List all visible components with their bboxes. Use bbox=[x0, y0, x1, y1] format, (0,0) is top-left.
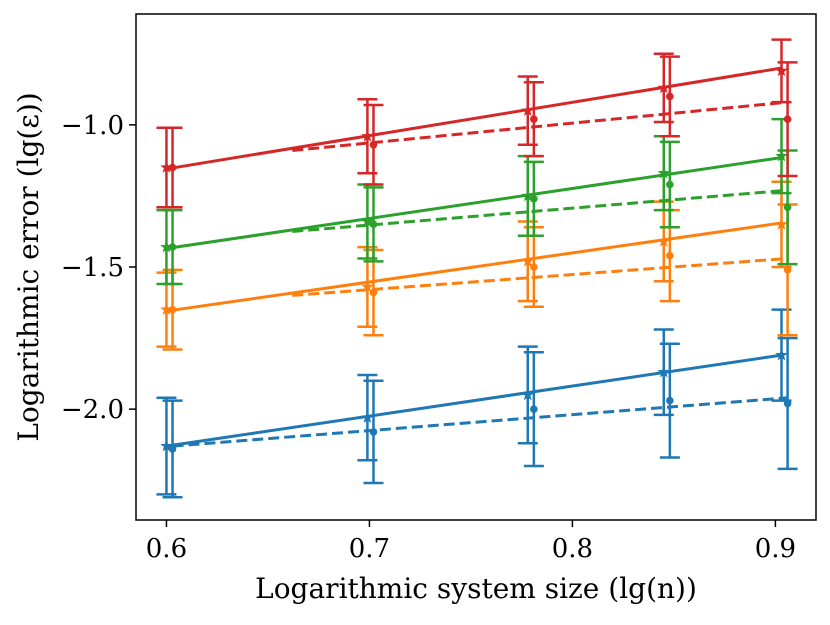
y-tick-label: −2.0 bbox=[61, 395, 124, 425]
measured-point-blue bbox=[361, 411, 374, 423]
predicted-point-red bbox=[369, 140, 378, 149]
predicted-point-blue bbox=[369, 428, 378, 436]
predicted-point-green bbox=[783, 203, 792, 212]
predicted-point-green bbox=[369, 220, 378, 229]
predicted-point-red bbox=[168, 163, 177, 172]
measured-point-orange bbox=[361, 280, 374, 293]
measured-fit-line-orange bbox=[166, 221, 782, 313]
measured-point-green bbox=[521, 189, 534, 202]
y-tick-label: −1.0 bbox=[61, 111, 124, 141]
tick-layer: 0.6 0.7 0.8 0.9 −2.0 −1.5 −1.0 bbox=[61, 111, 796, 564]
series-red bbox=[156, 38, 798, 209]
measured-fit-line-red bbox=[166, 66, 782, 171]
measured-point-orange bbox=[521, 254, 534, 267]
measured-point-green bbox=[361, 215, 374, 227]
predicted-point-orange bbox=[666, 251, 674, 260]
series-orange bbox=[156, 180, 798, 351]
plot-layer bbox=[156, 38, 798, 499]
measured-point-blue bbox=[775, 348, 788, 361]
predicted-point-red bbox=[530, 115, 538, 123]
predicted-point-orange bbox=[530, 263, 538, 271]
measured-point-red bbox=[160, 161, 173, 173]
measured-point-green bbox=[657, 166, 670, 179]
measured-point-red bbox=[657, 81, 670, 94]
predicted-point-blue bbox=[168, 445, 177, 453]
predicted-point-green bbox=[168, 243, 177, 251]
predicted-point-green bbox=[666, 180, 674, 189]
predicted-point-green bbox=[530, 194, 538, 203]
measured-point-green bbox=[775, 149, 788, 162]
predicted-point-blue bbox=[666, 396, 674, 405]
series-blue bbox=[156, 308, 798, 499]
measured-point-orange bbox=[160, 303, 173, 315]
measured-point-blue bbox=[521, 388, 534, 401]
measured-point-red bbox=[775, 64, 788, 77]
predicted-point-blue bbox=[530, 405, 538, 413]
x-tick-label: 0.8 bbox=[552, 534, 593, 564]
x-tick-label: 0.7 bbox=[349, 534, 390, 564]
x-tick-label: 0.6 bbox=[146, 534, 187, 564]
y-tick-label: −1.5 bbox=[61, 253, 124, 283]
predicted-point-orange bbox=[783, 266, 792, 274]
predicted-point-red bbox=[666, 92, 674, 101]
predicted-point-red bbox=[783, 115, 792, 123]
predicted-point-orange bbox=[369, 288, 378, 297]
predicted-fit-line-blue bbox=[172, 396, 788, 448]
x-tick-label: 0.9 bbox=[755, 534, 796, 564]
predicted-point-blue bbox=[783, 399, 792, 408]
measured-point-orange bbox=[657, 234, 670, 247]
measured-fit-line-blue bbox=[166, 353, 782, 448]
measured-point-orange bbox=[775, 217, 788, 230]
measured-point-blue bbox=[657, 365, 670, 378]
series-green bbox=[156, 117, 798, 286]
measured-point-red bbox=[521, 104, 534, 116]
x-axis-label: Logarithmic system size (lg(n)) bbox=[255, 572, 697, 605]
measured-fit-line-green bbox=[166, 156, 782, 251]
measured-point-green bbox=[160, 240, 173, 253]
measured-point-blue bbox=[160, 439, 173, 452]
measured-point-red bbox=[361, 129, 374, 142]
predicted-point-orange bbox=[168, 305, 177, 314]
y-axis-label: Logarithmic error (lg(ε)) bbox=[12, 92, 45, 441]
